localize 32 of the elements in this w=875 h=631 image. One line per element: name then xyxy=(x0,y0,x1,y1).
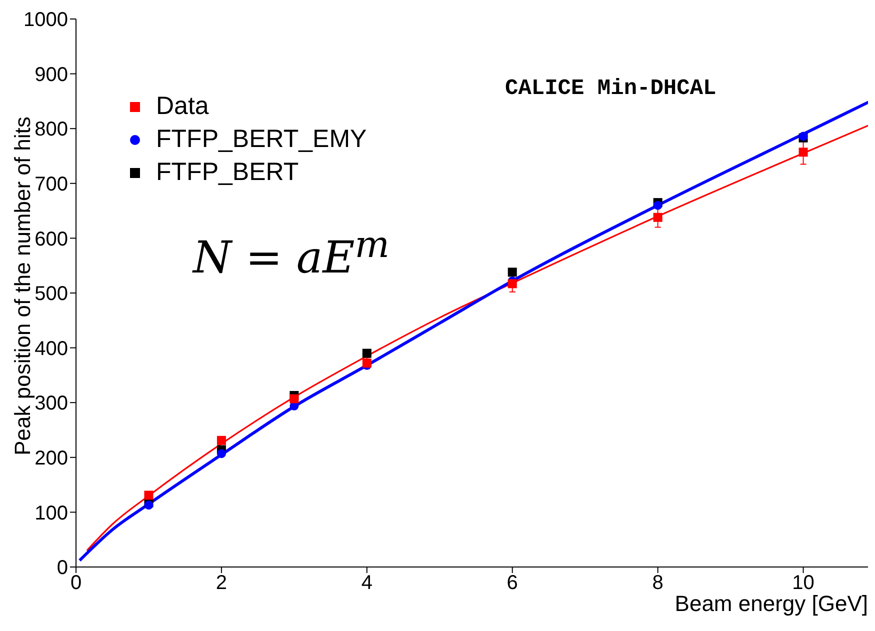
point xyxy=(144,490,154,500)
y-tick-label: 500 xyxy=(34,283,68,306)
y-tick-label: 600 xyxy=(34,228,68,250)
x-tick-label: 0 xyxy=(70,572,82,594)
point xyxy=(144,500,154,510)
y-tick-label: 300 xyxy=(34,392,68,415)
legend-label: FTFP_BERT xyxy=(156,157,299,188)
annotation: CALICE Min-DHCAL xyxy=(505,76,716,101)
point xyxy=(653,200,662,210)
y-tick-label: 700 xyxy=(34,174,68,196)
x-tick-label: 4 xyxy=(361,572,372,594)
y-tick-label: 800 xyxy=(34,118,68,141)
point xyxy=(216,436,226,445)
point xyxy=(216,449,226,458)
annotation: N = aE$^{m}$ xyxy=(193,223,390,284)
x-tick-label: 2 xyxy=(216,572,228,594)
y-tick-label: 200 xyxy=(34,448,68,470)
x-tick-label: 8 xyxy=(652,572,664,594)
y-tick-label: 400 xyxy=(34,338,68,360)
point xyxy=(508,279,517,288)
point xyxy=(290,394,299,404)
y-tick-label: 100 xyxy=(34,502,68,524)
y-tick-label: 0 xyxy=(56,557,68,580)
y-axis-title: Peak position of the number of hits xyxy=(10,116,35,456)
x-tick-label: 6 xyxy=(506,572,518,594)
legend-label: FTFP_BERT_EMY xyxy=(156,124,367,155)
point xyxy=(508,268,517,277)
y-tick-label: 1000 xyxy=(24,9,68,32)
legend-label: Data xyxy=(156,91,209,122)
y-tick-label: 900 xyxy=(34,64,68,86)
point xyxy=(798,148,808,157)
point xyxy=(653,212,662,222)
